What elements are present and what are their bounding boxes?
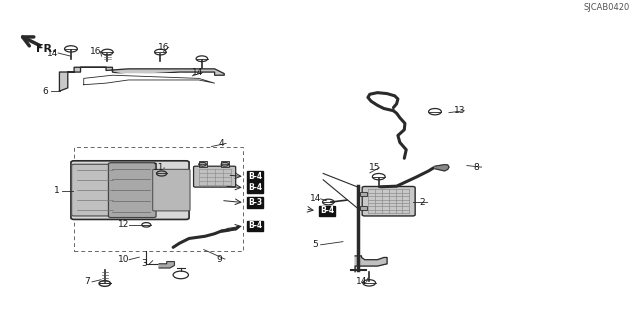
FancyBboxPatch shape bbox=[193, 166, 236, 187]
Bar bbox=[74, 147, 243, 251]
Text: 14: 14 bbox=[192, 68, 203, 77]
Text: B-4: B-4 bbox=[248, 172, 262, 181]
Text: 10: 10 bbox=[118, 255, 130, 264]
Text: 16: 16 bbox=[158, 43, 170, 52]
Text: 2: 2 bbox=[419, 197, 425, 206]
FancyBboxPatch shape bbox=[362, 187, 415, 216]
FancyBboxPatch shape bbox=[108, 163, 156, 218]
Text: 12: 12 bbox=[118, 220, 130, 229]
FancyBboxPatch shape bbox=[153, 169, 190, 211]
FancyBboxPatch shape bbox=[72, 164, 119, 216]
Text: FR.: FR. bbox=[36, 44, 56, 54]
Bar bbox=[360, 192, 367, 196]
Text: 14: 14 bbox=[356, 277, 367, 286]
Polygon shape bbox=[355, 256, 387, 272]
Text: 1: 1 bbox=[54, 187, 60, 196]
Text: SJCAB0420: SJCAB0420 bbox=[584, 3, 630, 12]
Polygon shape bbox=[159, 262, 174, 268]
Text: 6: 6 bbox=[42, 87, 48, 96]
Text: B-4: B-4 bbox=[248, 221, 262, 230]
Polygon shape bbox=[60, 67, 224, 91]
Polygon shape bbox=[84, 75, 214, 85]
Bar bbox=[360, 206, 367, 210]
FancyBboxPatch shape bbox=[71, 161, 189, 220]
Text: B-4: B-4 bbox=[320, 206, 334, 215]
Text: B-3: B-3 bbox=[248, 198, 262, 207]
Text: 8: 8 bbox=[474, 163, 479, 172]
Text: 3: 3 bbox=[141, 259, 147, 268]
Text: 4: 4 bbox=[218, 139, 224, 148]
Bar bbox=[221, 161, 229, 167]
Text: 11: 11 bbox=[154, 163, 165, 172]
Text: 13: 13 bbox=[454, 106, 465, 115]
Bar bbox=[198, 161, 207, 167]
Text: 14: 14 bbox=[310, 194, 321, 203]
Text: 7: 7 bbox=[84, 277, 90, 286]
Text: 9: 9 bbox=[217, 255, 223, 264]
Polygon shape bbox=[435, 164, 449, 171]
Text: 16: 16 bbox=[90, 47, 101, 56]
Polygon shape bbox=[95, 74, 186, 77]
Text: 14: 14 bbox=[47, 49, 59, 58]
Text: B-4: B-4 bbox=[248, 183, 262, 192]
Text: 5: 5 bbox=[313, 240, 319, 249]
Text: 15: 15 bbox=[369, 163, 380, 172]
